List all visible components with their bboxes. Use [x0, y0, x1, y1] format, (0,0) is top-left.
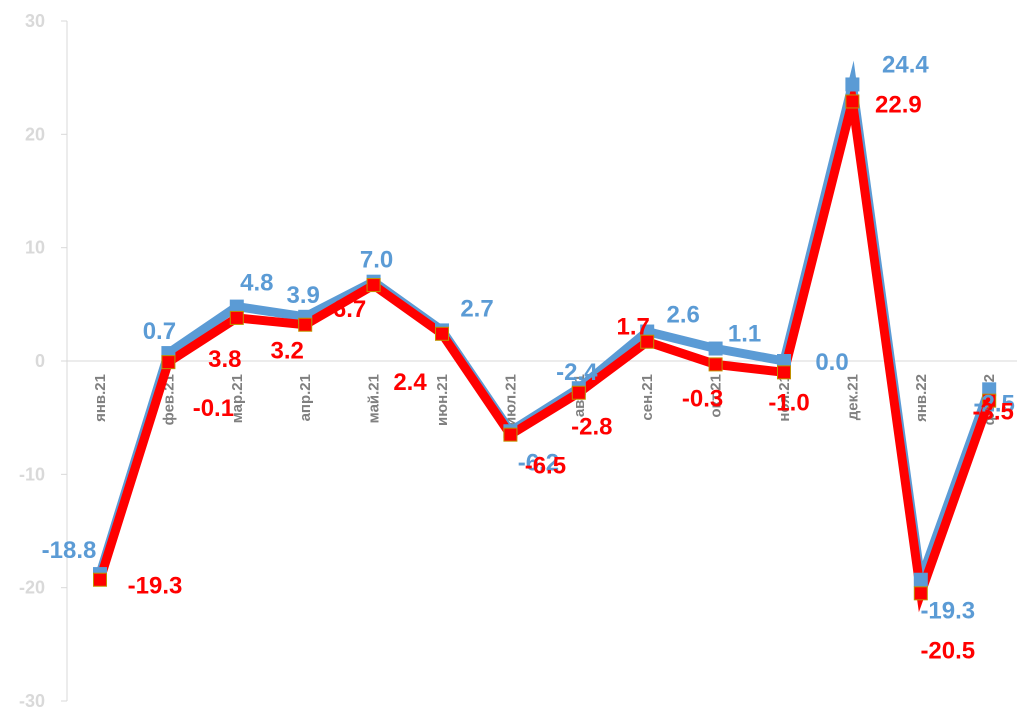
y-axis: 30 20 10 0 -10 -20 -30 — [19, 11, 68, 710]
y-tick-label: 10 — [25, 238, 45, 258]
series-0-data-label: -19.3 — [920, 598, 975, 625]
series-0-data-label: -2.4 — [556, 359, 598, 386]
x-tick-label: мар.21 — [229, 374, 246, 423]
x-tick-label: июл.21 — [502, 374, 519, 426]
series-0-data-label: 0.7 — [143, 318, 176, 345]
series-0-data-label: 3.9 — [287, 282, 320, 309]
series-1-marker — [845, 94, 860, 109]
series-0-data-label: 4.8 — [240, 270, 273, 297]
series-1-marker — [298, 317, 313, 332]
series-1-data-label: 1.7 — [617, 314, 650, 341]
series-1-data-label: 3.2 — [271, 338, 304, 365]
y-tick-label: 0 — [35, 351, 45, 371]
series-1-marker — [982, 393, 997, 408]
series-0-marker — [913, 572, 928, 587]
series-1-data-label: -2.8 — [571, 414, 612, 441]
series-0-data-label: 1.1 — [728, 321, 761, 348]
series-1-data-label: -20.5 — [920, 637, 975, 664]
x-tick-label: ноя.21 — [776, 374, 793, 422]
y-tick-label: -30 — [19, 691, 45, 710]
series-0-data-label: 7.0 — [360, 247, 393, 274]
y-tick-label: -10 — [19, 464, 45, 484]
series-1-marker — [708, 357, 723, 372]
series-1-marker — [640, 334, 655, 349]
series-layer — [93, 60, 997, 613]
series-1-line — [95, 78, 994, 613]
series-1-data-label: 6.7 — [333, 296, 366, 323]
x-tick-label: янв.21 — [92, 374, 109, 422]
series-0-data-label: 24.4 — [882, 51, 929, 78]
x-tick-label: янв.22 — [913, 374, 930, 422]
series-1-data-label: -3.5 — [973, 399, 1014, 426]
series-1-marker — [503, 427, 518, 442]
series-0-data-label: 0.0 — [815, 349, 848, 376]
y-tick-label: 30 — [25, 11, 45, 31]
series-0-data-label: -6.2 — [518, 449, 559, 476]
series-1-marker — [913, 586, 928, 601]
series-1-data-label: 3.8 — [208, 346, 241, 373]
x-tick-label: июн.21 — [434, 374, 451, 426]
series-1-data-label: -0.1 — [193, 395, 234, 422]
series-1-data-label: -6.5 — [525, 453, 566, 480]
y-tick-label: -20 — [19, 578, 45, 598]
data-labels: -18.8 0.7 4.8 3.9 7.0 2.7 -6.2 -2.4 2.6 1.1 0.0 24.… — [42, 51, 1015, 664]
series-0-data-label: -18.8 — [42, 537, 97, 564]
series-1-marker — [93, 572, 107, 587]
series-0-marker — [845, 77, 860, 92]
x-tick-label: май.21 — [366, 374, 383, 423]
x-tick-label: дек.21 — [844, 374, 861, 420]
series-1-marker — [161, 355, 176, 370]
series-1-marker — [571, 385, 586, 400]
series-1-marker — [366, 278, 381, 293]
series-1-data-label: 22.9 — [875, 91, 922, 118]
x-tick-label: сен.21 — [639, 374, 656, 421]
x-tick-label: окт.21 — [708, 374, 725, 418]
series-0-marker — [708, 341, 723, 356]
series-1-marker — [777, 365, 791, 380]
series-1-marker — [435, 326, 449, 341]
series-0-line — [95, 60, 994, 599]
series-1-data-label: 2.4 — [393, 369, 427, 396]
series-1-marker — [229, 310, 244, 325]
series-0-data-label: 2.7 — [460, 295, 493, 322]
y-tick-label: 20 — [25, 124, 45, 144]
series-0-data-label: -2.5 — [974, 390, 1015, 417]
series-0-data-label: 2.6 — [667, 302, 700, 329]
series-1-data-label: -1.0 — [768, 389, 809, 416]
series-1-data-label: -19.3 — [128, 573, 183, 600]
x-tick-label: апр.21 — [297, 374, 314, 421]
series-1-data-label: -0.3 — [682, 385, 723, 412]
